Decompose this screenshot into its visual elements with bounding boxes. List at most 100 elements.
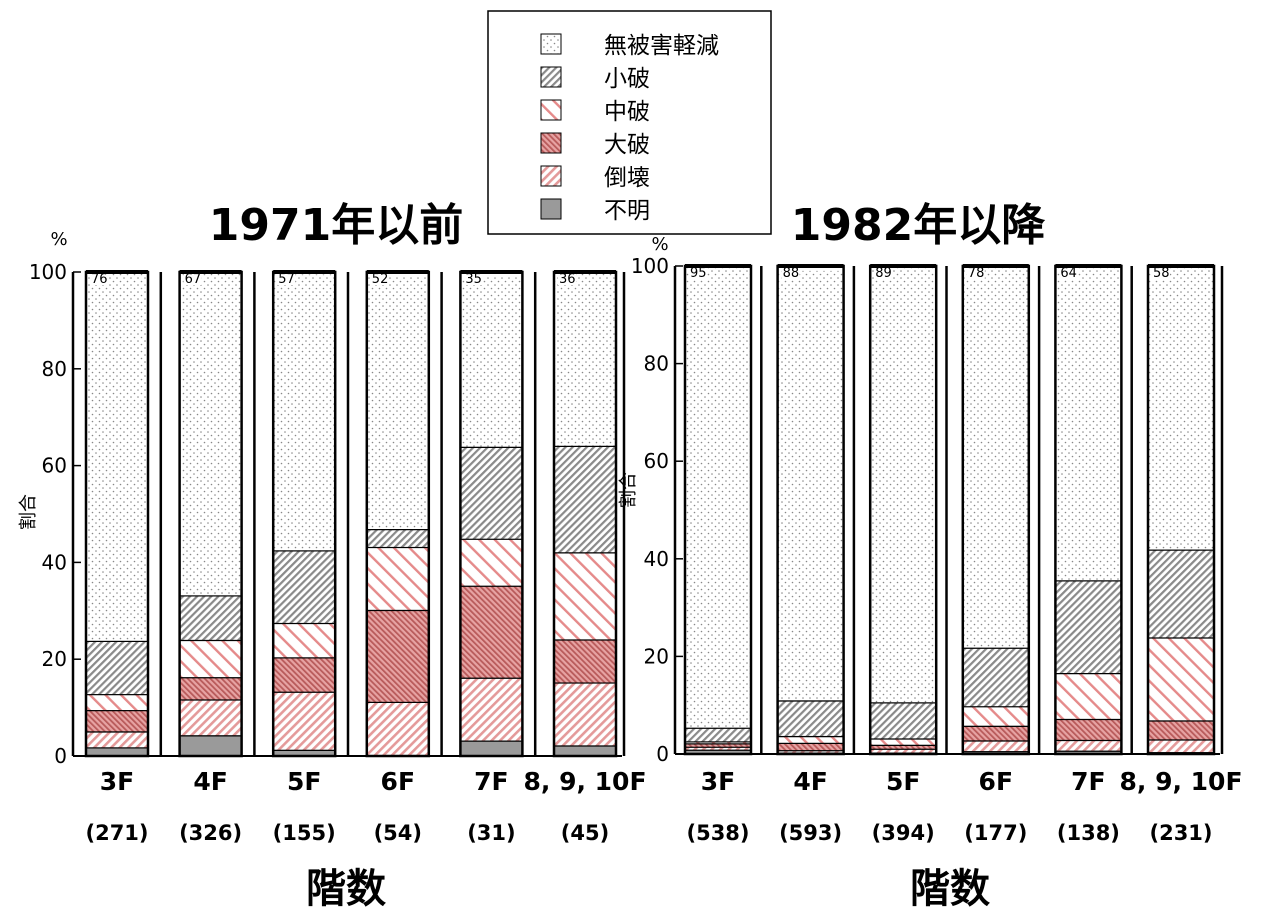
x-category-label: 4F [793,767,827,796]
data-label: 76 [91,272,108,287]
data-label: 36 [559,272,576,287]
x-category-label: 6F [381,767,415,796]
bar-segment-collapse [273,691,336,750]
bar-segment-minor [179,595,242,640]
y-tick-label: 20 [644,644,669,668]
y-tick-label: 100 [631,254,669,278]
y-tick-label: 40 [42,550,67,574]
bar-segment-moderate [1055,672,1122,719]
data-label-bg [558,272,576,285]
bar-segment-major [273,657,336,692]
bar-segment-collapse [460,677,523,741]
data-label-bg [689,266,707,279]
bar-segment-major [1148,720,1214,740]
legend-swatch-0 [540,33,562,55]
bar-segment-moderate [273,622,336,658]
bar-segment-major [962,725,1029,741]
legend-box [487,10,772,235]
bar-segment-unknown [685,749,751,754]
data-label-bg [90,272,108,285]
bar-segment-collapse [962,740,1029,752]
data-label: 89 [875,266,892,281]
y-tick-label: 60 [644,449,669,473]
left-y-unit: % [50,229,67,250]
data-label-bg [277,272,296,285]
data-label-bg [1152,266,1170,279]
bar-segment-unknown [86,747,148,756]
bar-segment-unknown [962,751,1029,754]
y-tick-label: 80 [644,352,669,376]
bar-segment-moderate [777,735,844,743]
x-sample-count: (155) [273,821,336,845]
data-label: 35 [465,272,482,287]
x-category-label: 3F [701,767,735,796]
legend-label-2: 中破 [604,99,650,125]
bar-segment-none [554,272,616,446]
x-category-label: 5F [287,767,321,796]
bar-segment-none [273,274,336,551]
bar-segment-major [1055,718,1122,740]
x-sample-count: (54) [374,821,422,845]
y-tick-label: 60 [42,454,67,478]
x-sample-count: (177) [964,821,1027,845]
x-category-label: 7F [1071,767,1105,796]
bar-segment-collapse [870,748,937,753]
bar-segment-collapse [86,731,148,748]
bar-segment-collapse [366,701,429,756]
bar-segment-major [460,585,523,678]
bar-segment-moderate [554,552,616,640]
legend-label-5: 不明 [604,198,650,224]
x-category-label: 8, 9, 10F [1119,767,1242,796]
bar-segment-minor [962,647,1029,707]
bar-segment-major [870,744,937,749]
bar-segment-minor [366,529,429,547]
bar-segment-none [179,272,242,596]
right-y-unit: % [651,234,668,255]
y-tick-label: 40 [644,547,669,571]
left-y-axis-label: 割合 [18,494,39,530]
bar-segment-minor [777,700,844,736]
bar-segment-collapse [554,682,616,746]
bar-segment-none [1148,266,1214,550]
right-x-axis-label: 階数 [910,866,990,912]
bar-segment-none [962,266,1029,648]
data-label: 67 [185,272,202,287]
bar-segment-none [460,277,523,447]
bar-segment-none [685,266,751,728]
legend-label-4: 倒壊 [604,165,650,191]
x-category-label: 8, 9, 10F [523,767,646,796]
data-label: 88 [783,266,800,281]
data-label: 58 [1153,266,1170,281]
bar-segment-minor [1148,549,1214,638]
legend-label-1: 小破 [604,66,650,92]
bar-segment-none [86,272,148,641]
bar-segment-minor [870,702,937,739]
bar-segment-unknown [1055,750,1122,754]
x-category-label: 4F [193,767,227,796]
y-tick-label: 20 [42,647,67,671]
bar-segment-major [86,710,148,732]
bar-segment-unknown [460,740,523,756]
legend-swatch-4 [540,165,562,187]
data-label-bg [781,266,800,279]
bar-segment-collapse [1055,739,1122,751]
x-sample-count: (394) [872,821,935,845]
legend-swatch-1 [540,66,562,88]
bar-segment-unknown [273,749,336,756]
y-tick-label: 0 [54,744,67,768]
bar-segment-moderate [870,738,937,745]
bar-segment-major [554,639,616,683]
left-x-axis-label: 階数 [306,866,386,912]
data-label: 95 [690,266,707,281]
y-tick-label: 80 [42,357,67,381]
bar-segment-minor [554,445,616,553]
data-label-bg [370,272,389,285]
x-sample-count: (326) [179,821,242,845]
bar-segment-none [366,277,429,530]
data-label: 78 [968,266,985,281]
x-category-label: 6F [979,767,1013,796]
bar-segment-moderate [86,694,148,711]
bar-segment-minor [86,640,148,695]
data-label-bg [1059,266,1078,279]
